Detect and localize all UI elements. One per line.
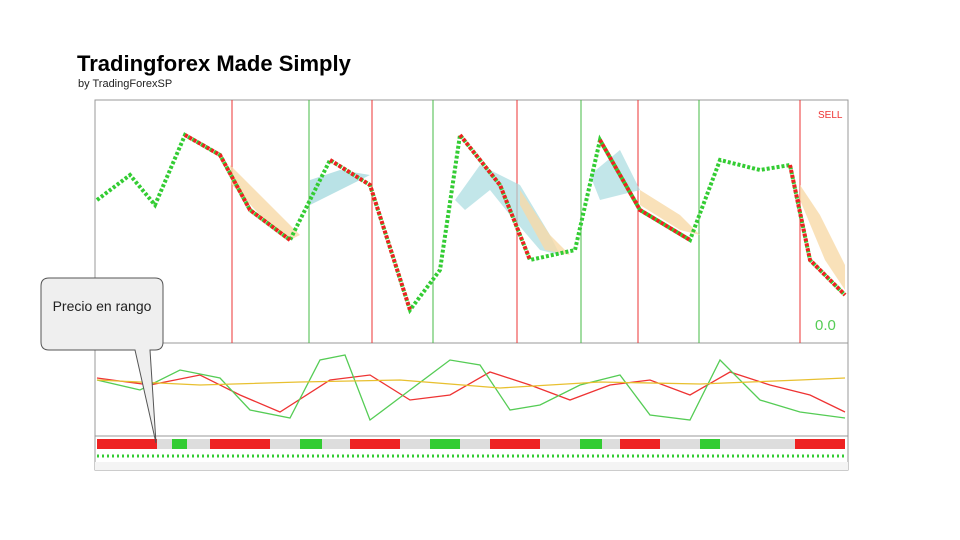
callout-text: Precio en rango <box>52 298 152 314</box>
price-candles <box>184 133 292 242</box>
time-axis <box>95 462 848 470</box>
cloud-band <box>520 190 570 255</box>
callout-shape <box>40 277 164 444</box>
indicator-line <box>96 354 846 422</box>
price-candles <box>598 139 692 242</box>
signal-strip-segments <box>97 439 845 449</box>
indicator-line <box>96 377 846 389</box>
cloud-band <box>800 185 845 290</box>
cloud-band <box>455 165 560 255</box>
price-candles <box>95 130 847 315</box>
cloud-band <box>640 190 700 235</box>
slide-title: Tradingforex Made Simply <box>77 51 351 76</box>
slide-subtitle: by TradingForexSP <box>78 78 173 90</box>
screenshot-frame <box>94 99 849 471</box>
session-lines <box>231 100 801 343</box>
price-candles <box>458 133 532 261</box>
readout: 0.0 <box>815 317 836 334</box>
signal-label: SELL <box>818 110 843 121</box>
cloud-band <box>230 165 300 240</box>
price-candles <box>788 164 847 297</box>
price-candles <box>328 158 412 311</box>
indicator-line <box>96 371 846 413</box>
cloud-band <box>310 170 370 205</box>
signal-strip <box>97 439 845 449</box>
